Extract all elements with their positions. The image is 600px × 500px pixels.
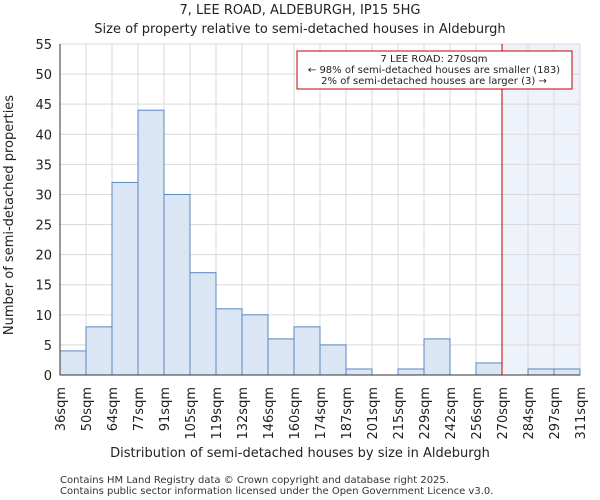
x-tick-label: 105sqm <box>184 387 199 440</box>
bar-146sqm <box>267 338 295 376</box>
bar-91sqm <box>163 193 191 376</box>
y-tick-label: 45 <box>35 98 52 113</box>
x-tick-label: 284sqm <box>522 387 537 440</box>
x-tick-label: 242sqm <box>444 387 459 440</box>
x-tick-label: 132sqm <box>236 387 251 440</box>
x-axis-label: Distribution of semi-detached houses by … <box>110 446 490 461</box>
y-tick-label: 50 <box>35 68 52 83</box>
x-tick-label: 174sqm <box>314 387 329 440</box>
bar-215sqm <box>397 368 425 376</box>
bar-50sqm <box>85 326 113 376</box>
axes <box>59 44 580 376</box>
x-tick-label: 160sqm <box>288 387 303 440</box>
bar-174sqm <box>319 344 347 376</box>
y-tick-label: 5 <box>44 339 52 354</box>
y-tick-label: 40 <box>35 128 52 143</box>
x-tick-label: 146sqm <box>262 387 277 440</box>
x-tick-label: 229sqm <box>418 387 433 440</box>
y-tick-label: 35 <box>35 158 52 173</box>
bar-284sqm <box>527 368 555 376</box>
x-tick-label: 50sqm <box>80 387 95 431</box>
bars <box>59 109 581 376</box>
annotation-frame <box>296 50 573 90</box>
bar-256sqm <box>475 362 503 376</box>
footer-line1: Contains HM Land Registry data © Crown c… <box>60 475 449 486</box>
x-tick-label: 256sqm <box>470 387 485 440</box>
y-tick-label: 0 <box>44 369 52 384</box>
bar-105sqm <box>189 272 217 376</box>
x-tick-label: 297sqm <box>548 387 563 440</box>
y-tick-label: 30 <box>35 188 52 203</box>
bar-160sqm <box>293 326 321 376</box>
bar-77sqm <box>137 109 165 376</box>
footer-line2: Contains public sector information licen… <box>60 486 493 497</box>
x-tick-label: 64sqm <box>106 387 121 431</box>
y-tick-label: 55 <box>35 38 52 53</box>
annotation-line1: 7 LEE ROAD: 270sqm <box>380 54 487 65</box>
y-tick-label: 20 <box>35 249 52 264</box>
bar-119sqm <box>215 308 243 376</box>
chart-title-line2: Size of property relative to semi-detach… <box>94 22 505 37</box>
bar-187sqm <box>345 368 373 376</box>
y-tick-label: 25 <box>35 219 52 234</box>
x-tick-labels: 36sqm 50sqm 64sqm 77sqm 91sqm 105sqm 119sqm 132… <box>54 387 589 440</box>
bar-132sqm <box>241 314 269 376</box>
larger-region-fill <box>502 44 580 375</box>
x-tick-label: 215sqm <box>392 387 407 440</box>
bar-297sqm <box>553 368 581 376</box>
larger-properties-region <box>502 44 580 375</box>
x-tick-label: 77sqm <box>132 387 147 431</box>
x-tick-label: 91sqm <box>158 387 173 431</box>
x-tick-label: 311sqm <box>574 387 589 440</box>
x-tick-label: 119sqm <box>210 387 225 440</box>
bar-36sqm <box>59 350 87 376</box>
y-tick-label: 10 <box>35 309 52 324</box>
y-tick-labels: 0 5 10 15 20 25 30 35 40 45 50 55 <box>35 38 52 384</box>
y-tick-label: 15 <box>35 279 52 294</box>
x-tick-label: 201sqm <box>366 387 381 440</box>
annotation-box: 7 LEE ROAD: 270sqm ← 98% of semi-detache… <box>296 50 573 90</box>
y-axis-label: Number of semi-detached properties <box>2 95 17 335</box>
x-tick-label: 36sqm <box>54 387 69 431</box>
bar-229sqm <box>423 338 451 376</box>
annotation-line2: ← 98% of semi-detached houses are smalle… <box>308 65 560 76</box>
x-tick-label: 270sqm <box>496 387 511 440</box>
bar-64sqm <box>111 181 139 376</box>
x-tick-label: 187sqm <box>340 387 355 440</box>
chart-title-line1: 7, LEE ROAD, ALDEBURGH, IP15 5HG <box>180 3 421 18</box>
annotation-line3: 2% of semi-detached houses are larger (3… <box>321 76 547 87</box>
